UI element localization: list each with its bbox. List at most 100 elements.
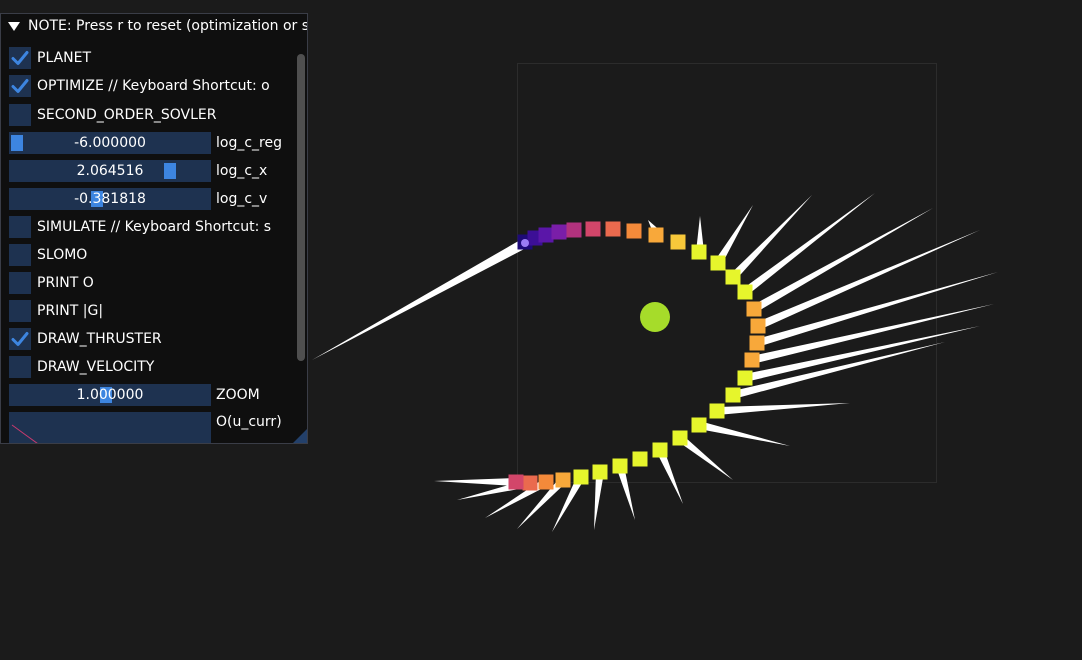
slomo-row: SLOMO	[9, 244, 87, 266]
draw-velocity-label: DRAW_VELOCITY	[37, 359, 155, 375]
trajectory-point	[672, 430, 688, 446]
thruster-spike	[698, 421, 790, 446]
trajectory-point	[566, 222, 582, 238]
slider-value: 2.064516	[76, 163, 144, 179]
trajectory-point	[750, 318, 766, 334]
draw-velocity-row: DRAW_VELOCITY	[9, 356, 154, 378]
log-c-reg-slider[interactable]: -6.000000	[9, 132, 211, 154]
zoom-slider[interactable]: 1.000000	[9, 384, 211, 406]
thruster-spike	[755, 272, 998, 347]
scrollbar-thumb[interactable]	[297, 54, 305, 361]
thruster-spike	[752, 208, 933, 313]
print-g-label: PRINT |G|	[37, 303, 104, 319]
thruster-spike	[716, 403, 850, 415]
window-titlebar[interactable]: NOTE: Press r to reset (optimization or …	[1, 14, 308, 38]
thruster-spike	[312, 238, 528, 360]
checkmark-icon	[11, 79, 29, 93]
simulate-keyboard-shortcut-s-label: SIMULATE // Keyboard Shortcut: s	[37, 219, 272, 235]
window-title: NOTE: Press r to reset (optimization or …	[28, 18, 308, 34]
trajectory-point	[725, 269, 741, 285]
trajectory-point	[551, 224, 567, 240]
trajectory-point	[652, 442, 668, 458]
simulate-keyboard-shortcut-s-checkbox[interactable]	[9, 216, 31, 238]
thruster-spike	[696, 216, 704, 252]
log-c-v-row: -0.381818 log_c_v	[9, 188, 267, 210]
slider-grab[interactable]	[100, 387, 113, 403]
planet-checkbox[interactable]	[9, 47, 31, 69]
slider-grab[interactable]	[11, 135, 23, 151]
draw-thruster-checkbox[interactable]	[9, 328, 31, 350]
slider-value: -6.000000	[74, 135, 146, 151]
trajectory-point	[522, 475, 538, 491]
planet-row: PLANET	[9, 47, 91, 69]
trajectory-point	[749, 335, 765, 351]
second-order-sovler-checkbox[interactable]	[9, 104, 31, 126]
collapse-arrow-icon[interactable]	[8, 21, 20, 31]
satellite	[521, 239, 529, 247]
plot-label: O(u_curr)	[216, 414, 282, 430]
print-o-row: PRINT O	[9, 272, 94, 294]
slider-grab[interactable]	[163, 163, 176, 179]
draw-thruster-label: DRAW_THRUSTER	[37, 331, 162, 347]
log-c-x-label: log_c_x	[216, 163, 268, 179]
slomo-label: SLOMO	[37, 247, 88, 263]
trajectory-point	[691, 417, 707, 433]
checkmark-icon	[11, 332, 29, 346]
optimize-keyboard-shortcut-o-row: OPTIMIZE // Keyboard Shortcut: o	[9, 75, 270, 97]
log-c-x-slider[interactable]: 2.064516	[9, 160, 211, 182]
trajectory-point	[746, 301, 762, 317]
simulate-keyboard-shortcut-s-row: SIMULATE // Keyboard Shortcut: s	[9, 216, 271, 238]
zoom-row: 1.000000 ZOOM	[9, 384, 260, 406]
thruster-spike	[751, 304, 994, 364]
thruster-spike	[714, 205, 753, 266]
trajectory-point	[605, 221, 621, 237]
second-order-sovler-row: SECOND_ORDER_SOVLER	[9, 104, 217, 126]
trajectory-point	[709, 403, 725, 419]
thruster-spike	[552, 475, 585, 532]
trajectory-point	[737, 284, 753, 300]
trajectory-point	[592, 464, 608, 480]
thruster-spike	[594, 471, 604, 530]
objective-plot[interactable]	[9, 412, 211, 443]
trajectory-point	[632, 451, 648, 467]
view-bounds-box	[517, 63, 937, 483]
print-o-checkbox[interactable]	[9, 272, 31, 294]
trajectory	[508, 221, 766, 491]
draw-velocity-checkbox[interactable]	[9, 356, 31, 378]
trajectory-point	[670, 234, 686, 250]
log-c-v-label: log_c_v	[216, 191, 268, 207]
log-c-v-slider[interactable]: -0.381818	[9, 188, 211, 210]
trajectory-point	[626, 223, 642, 239]
checkmark-icon	[11, 51, 29, 65]
slider-value: -0.381818	[74, 191, 146, 207]
plot-row: O(u_curr)	[9, 412, 282, 443]
thruster-spike	[732, 342, 945, 399]
second-order-sovler-label: SECOND_ORDER_SOVLER	[37, 107, 217, 123]
thruster-spike	[744, 326, 980, 382]
log-c-reg-row: -6.000000 log_c_reg	[9, 132, 282, 154]
log-c-x-row: 2.064516 log_c_x	[9, 160, 267, 182]
optimize-keyboard-shortcut-o-checkbox[interactable]	[9, 75, 31, 97]
trajectory-point	[585, 221, 601, 237]
controls-window[interactable]: NOTE: Press r to reset (optimization or …	[0, 13, 308, 444]
thruster-spike	[656, 448, 683, 504]
thruster-spike	[517, 477, 566, 529]
thruster-spike	[677, 434, 733, 480]
trajectory-point	[648, 227, 664, 243]
planet	[640, 302, 670, 332]
slider-grab[interactable]	[90, 191, 103, 207]
resize-grip-icon[interactable]	[293, 429, 307, 443]
slider-value: 1.000000	[76, 387, 144, 403]
thruster-spike	[730, 195, 812, 280]
zoom-label: ZOOM	[216, 387, 260, 403]
log-c-reg-label: log_c_reg	[216, 135, 282, 151]
slomo-checkbox[interactable]	[9, 244, 31, 266]
print-g-checkbox[interactable]	[9, 300, 31, 322]
planet-label: PLANET	[37, 50, 92, 66]
draw-thruster-row: DRAW_THRUSTER	[9, 328, 162, 350]
trajectory-point	[508, 474, 524, 490]
thruster-spike	[742, 193, 875, 296]
thruster-spike	[434, 478, 517, 486]
trajectory-point	[691, 244, 707, 260]
